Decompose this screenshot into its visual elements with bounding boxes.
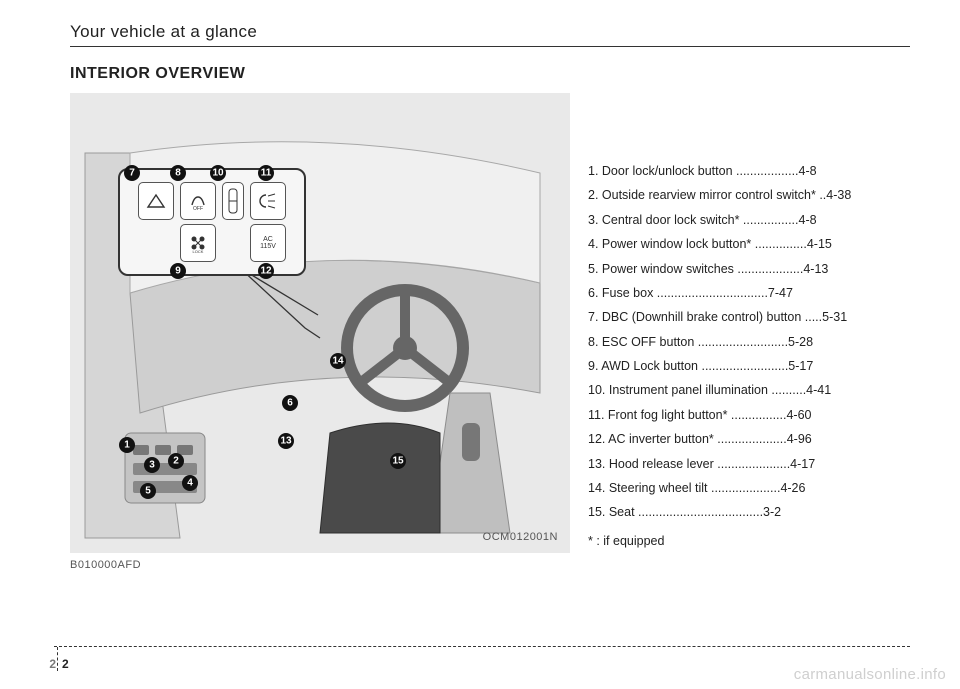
- svg-text:10: 10: [212, 168, 224, 179]
- svg-text:4: 4: [187, 478, 193, 489]
- callout-6: 6: [282, 395, 298, 411]
- callout-5: 5: [140, 483, 156, 499]
- section-title: INTERIOR OVERVIEW: [70, 65, 910, 83]
- svg-text:8: 8: [175, 168, 181, 179]
- callout-8: 8: [170, 165, 186, 181]
- callout-1: 1: [119, 437, 135, 453]
- list-item: 14. Steering wheel tilt ................…: [588, 476, 910, 500]
- list-item: 11. Front fog light button* ............…: [588, 403, 910, 427]
- callout-numbers-layer: 123456789101112131415: [70, 93, 570, 553]
- svg-text:13: 13: [280, 436, 292, 447]
- callout-10: 10: [210, 165, 226, 181]
- list-item: 9. AWD Lock button .....................…: [588, 354, 910, 378]
- callout-13: 13: [278, 433, 294, 449]
- list-item: 7. DBC (Downhill brake control) button .…: [588, 305, 910, 329]
- list-item: 5. Power window switches ...............…: [588, 257, 910, 281]
- page-number-divider: [57, 647, 58, 671]
- page-number-value: 2: [62, 657, 69, 671]
- page: Your vehicle at a glance INTERIOR OVERVI…: [0, 0, 960, 689]
- list-item: 12. AC inverter button* ................…: [588, 427, 910, 451]
- content-row: OFF LOCK: [70, 93, 910, 571]
- callout-3: 3: [144, 457, 160, 473]
- callout-2: 2: [168, 453, 184, 469]
- callout-11: 11: [258, 165, 274, 181]
- figure-box: OFF LOCK: [70, 93, 570, 553]
- callout-15: 15: [390, 453, 406, 469]
- callout-7: 7: [124, 165, 140, 181]
- callout-14: 14: [330, 353, 346, 369]
- list-item: 10. Instrument panel illumination ......…: [588, 378, 910, 402]
- svg-text:6: 6: [287, 398, 293, 409]
- figure-code-inside: OCM012001N: [483, 531, 558, 543]
- equipped-note: * : if equipped: [588, 529, 910, 553]
- svg-text:7: 7: [129, 168, 135, 179]
- svg-text:15: 15: [392, 456, 404, 467]
- svg-text:1: 1: [124, 440, 130, 451]
- svg-text:2: 2: [173, 456, 179, 467]
- footer-divider: [54, 646, 910, 647]
- figure-wrap: OFF LOCK: [70, 93, 570, 571]
- svg-text:12: 12: [260, 266, 272, 277]
- feature-list: 1. Door lock/unlock button .............…: [588, 93, 910, 571]
- list-item: 2. Outside rearview mirror control switc…: [588, 183, 910, 207]
- callout-9: 9: [170, 263, 186, 279]
- watermark: carmanualsonline.info: [794, 666, 946, 683]
- list-item: 13. Hood release lever .................…: [588, 452, 910, 476]
- callout-12: 12: [258, 263, 274, 279]
- list-item: 1. Door lock/unlock button .............…: [588, 159, 910, 183]
- svg-text:11: 11: [261, 168, 272, 179]
- svg-text:14: 14: [332, 356, 344, 367]
- list-item: 3. Central door lock switch* ...........…: [588, 208, 910, 232]
- list-item: 15. Seat ...............................…: [588, 500, 910, 524]
- list-item: 6. Fuse box ............................…: [588, 281, 910, 305]
- page-header: Your vehicle at a glance: [70, 22, 910, 47]
- svg-text:9: 9: [175, 266, 181, 277]
- list-item: 4. Power window lock button* ...........…: [588, 232, 910, 256]
- svg-text:5: 5: [145, 486, 151, 497]
- list-item: 8. ESC OFF button ......................…: [588, 330, 910, 354]
- callout-4: 4: [182, 475, 198, 491]
- svg-text:3: 3: [149, 460, 155, 471]
- figure-code-below: B010000AFD: [70, 559, 570, 571]
